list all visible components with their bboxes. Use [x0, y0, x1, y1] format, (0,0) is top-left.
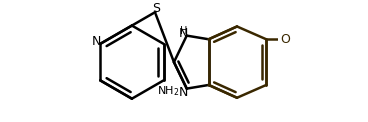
Text: H: H: [180, 25, 187, 36]
Text: NH$_2$: NH$_2$: [157, 84, 180, 98]
Text: O: O: [280, 33, 290, 46]
Text: N: N: [179, 86, 188, 99]
Text: N: N: [92, 35, 101, 48]
Text: S: S: [152, 2, 160, 15]
Text: N: N: [179, 27, 188, 40]
